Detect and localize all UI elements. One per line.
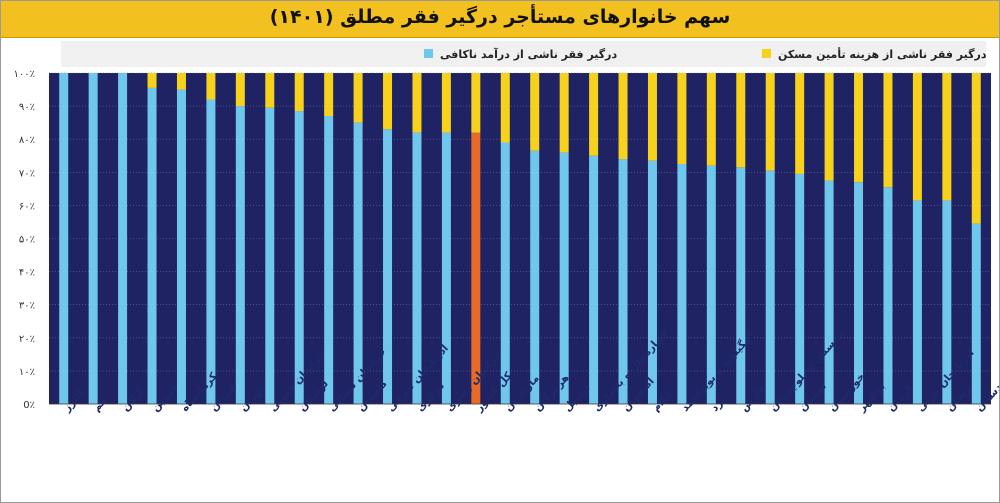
bar-housing-5 <box>206 73 216 100</box>
bar-income-19 <box>618 159 628 404</box>
bars <box>59 73 981 405</box>
bar-housing-13 <box>441 73 451 133</box>
bar-housing-27 <box>854 73 864 183</box>
y-tick-label: ۸۰٪ <box>19 135 35 146</box>
bar-housing-30 <box>942 73 952 201</box>
bar-housing-4 <box>176 73 186 90</box>
legend-label-housing: درگیر فقر ناشی از هزینه تأمین مسکن <box>778 47 987 61</box>
bar-housing-20 <box>647 73 657 161</box>
legend-swatch-income <box>424 49 433 58</box>
bar-housing-8 <box>294 73 304 112</box>
bar-housing-18 <box>589 73 599 156</box>
bar-income-31 <box>971 223 981 404</box>
bar-income-6 <box>235 106 245 404</box>
bar-income-2 <box>118 73 128 404</box>
bar-income-15 <box>500 142 510 404</box>
bar-housing-12 <box>412 73 422 133</box>
bar-income-10 <box>353 122 363 405</box>
y-tick-label: ۷۰٪ <box>19 168 35 179</box>
bar-income-20 <box>647 160 657 404</box>
bar-income-8 <box>294 111 304 404</box>
y-tick-label: ۱۰۰٪ <box>14 69 35 80</box>
bar-income-13 <box>441 132 451 404</box>
bar-income-0 <box>59 73 69 404</box>
bar-housing-17 <box>559 73 569 153</box>
bar-income-22 <box>706 165 716 404</box>
bar-housing-29 <box>912 73 922 201</box>
bar-income-17 <box>559 152 569 404</box>
title-bar: سهم خانوارهای مستأجر درگیر فقر مطلق (۱۴۰… <box>1 1 999 38</box>
y-tick-label: ۳۰٪ <box>19 301 35 312</box>
bar-housing-15 <box>500 73 510 143</box>
y-tick-label: ۶۰٪ <box>19 201 35 212</box>
bar-housing-16 <box>530 73 540 151</box>
chart-title: سهم خانوارهای مستأجر درگیر فقر مطلق (۱۴۰… <box>269 6 731 28</box>
bar-housing-31 <box>971 73 981 224</box>
legend-swatch-housing <box>762 49 771 58</box>
bar-housing-24 <box>765 73 775 171</box>
y-tick-label: ۲۰٪ <box>19 334 35 345</box>
y-tick-label: ۱۰٪ <box>19 367 35 378</box>
bar-income-4 <box>176 89 186 405</box>
y-tick-label: ۹۰٪ <box>19 102 35 113</box>
bar-income-16 <box>530 150 540 404</box>
bar-income-30 <box>942 200 952 404</box>
bar-income-27 <box>854 182 864 404</box>
bar-housing-9 <box>324 73 334 117</box>
bar-income-12 <box>412 132 422 404</box>
bar-income-28 <box>883 187 893 404</box>
bar-housing-28 <box>883 73 893 188</box>
bar-income-14 <box>471 132 481 404</box>
y-tick-label: 0٪ <box>23 400 35 411</box>
bar-income-21 <box>677 164 687 404</box>
bar-housing-11 <box>383 73 393 130</box>
bar-income-5 <box>206 99 216 404</box>
bar-income-7 <box>265 107 275 404</box>
y-axis: 0٪ ۱۰٪ ۲۰٪ ۳۰٪ ۴۰٪ ۵۰٪ ۶۰٪ ۷۰٪ ۸۰٪ ۹۰٪ ۱۰۰٪ <box>14 69 35 411</box>
gridlines <box>49 72 991 405</box>
bar-housing-25 <box>795 73 805 174</box>
bar-housing-22 <box>706 73 716 166</box>
bar-income-9 <box>324 116 334 404</box>
legend-label-income: درگیر فقر ناشی از درآمد ناکافی <box>440 47 618 61</box>
bar-housing-3 <box>147 73 157 88</box>
bar-housing-19 <box>618 73 628 160</box>
bar-income-18 <box>589 155 599 404</box>
legend-background <box>61 41 986 67</box>
bar-housing-23 <box>736 73 746 168</box>
bar-housing-21 <box>677 73 687 165</box>
bar-income-3 <box>147 87 157 405</box>
bar-income-29 <box>912 200 922 404</box>
bar-housing-6 <box>235 73 245 107</box>
bar-income-24 <box>765 170 775 404</box>
bar-housing-10 <box>353 73 363 123</box>
legend: درگیر فقر ناشی از هزینه تأمین مسکن درگیر… <box>61 41 987 67</box>
bar-housing-14 <box>471 73 481 133</box>
bar-income-11 <box>383 129 393 404</box>
y-tick-label: ۴۰٪ <box>19 268 35 279</box>
bar-income-26 <box>824 180 834 404</box>
bar-housing-26 <box>824 73 834 181</box>
bar-income-25 <box>795 173 805 404</box>
y-tick-label: ۵۰٪ <box>19 235 35 246</box>
bar-income-1 <box>88 73 98 404</box>
bar-housing-7 <box>265 73 275 108</box>
bar-income-23 <box>736 167 746 404</box>
